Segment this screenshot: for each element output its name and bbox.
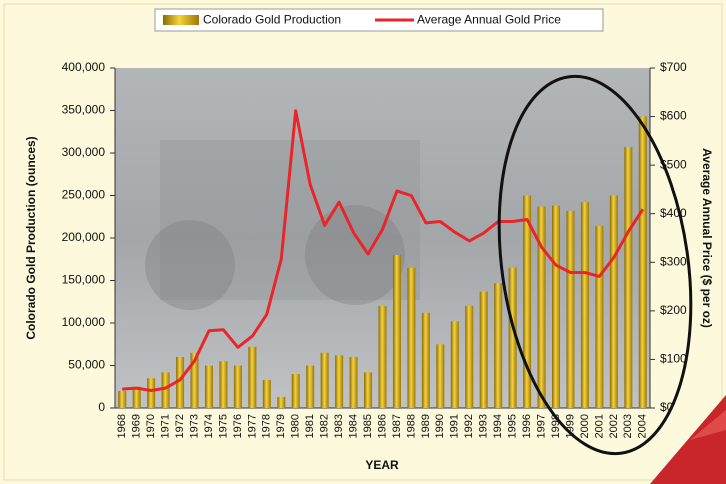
x-tick-label: 1997	[535, 414, 547, 438]
x-tick-label: 1987	[391, 414, 403, 438]
bar	[610, 196, 618, 409]
y2-tick-label: $700	[660, 60, 687, 74]
bar	[639, 116, 647, 408]
y-tick-label: 50,000	[68, 358, 105, 372]
x-tick-label: 1972	[174, 414, 186, 438]
bar	[118, 391, 126, 408]
x-tick-label: 1993	[478, 414, 490, 438]
x-axis-title: YEAR	[365, 458, 399, 472]
bar	[393, 255, 401, 408]
x-tick-label: 1986	[376, 414, 388, 438]
bar	[379, 306, 387, 408]
y2-axis-title: Average Annual Price ($ per oz)	[700, 148, 714, 328]
truck-wheel	[305, 205, 405, 305]
bar	[451, 321, 459, 408]
x-tick-label: 2001	[593, 414, 605, 438]
x-tick-label: 1990	[434, 414, 446, 438]
x-tick-label: 1975	[217, 414, 229, 438]
y2-tick-label: $600	[660, 109, 687, 123]
x-tick-label: 1991	[449, 414, 461, 438]
bar	[436, 344, 444, 408]
legend-swatch	[163, 15, 199, 25]
bar	[350, 357, 358, 408]
bar	[277, 397, 285, 408]
x-tick-label: 1978	[261, 414, 273, 438]
x-tick-label: 1970	[145, 414, 157, 438]
y-tick-label: 150,000	[62, 273, 106, 287]
x-tick-label: 1977	[246, 414, 258, 438]
bar	[335, 355, 343, 408]
bar	[263, 380, 271, 408]
x-tick-label: 1976	[232, 414, 244, 438]
x-tick-label: 2003	[622, 414, 634, 438]
x-tick-label: 1980	[290, 414, 302, 438]
bar	[364, 372, 372, 408]
x-tick-label: 1971	[160, 414, 172, 438]
bar	[624, 147, 632, 408]
bar	[581, 202, 589, 408]
x-tick-label: 1992	[463, 414, 475, 438]
bar	[465, 306, 473, 408]
bar	[480, 292, 488, 408]
bar	[494, 283, 502, 408]
bar	[595, 226, 603, 408]
truck-wheel	[145, 220, 235, 310]
bar	[292, 374, 300, 408]
y-tick-label: 200,000	[62, 230, 106, 244]
bar	[552, 206, 560, 408]
y2-tick-label: $200	[660, 303, 687, 317]
y-tick-label: 250,000	[62, 188, 106, 202]
bar	[147, 378, 155, 408]
bar	[538, 207, 546, 408]
legend-label: Average Annual Gold Price	[417, 13, 561, 27]
y-axis-title: Colorado Gold Production (ounces)	[24, 136, 38, 339]
bar	[248, 347, 256, 408]
body: Colorado Gold Production Average Annual …	[0, 0, 726, 484]
x-tick-label: 1984	[347, 414, 359, 438]
y2-tick-label: $400	[660, 206, 687, 220]
x-tick-label: 1994	[492, 414, 504, 438]
bar	[162, 372, 170, 408]
bar	[407, 268, 415, 408]
x-tick-label: 1983	[333, 414, 345, 438]
x-tick-label: 1969	[131, 414, 143, 438]
y-tick-label: 400,000	[62, 60, 106, 74]
bar	[306, 366, 314, 409]
legend-label: Colorado Gold Production	[203, 13, 341, 27]
bar	[219, 361, 227, 408]
x-tick-label: 1968	[116, 414, 128, 438]
x-tick-label: 1981	[304, 414, 316, 438]
y-tick-label: 0	[98, 400, 105, 414]
y-tick-label: 300,000	[62, 145, 106, 159]
y-tick-label: 100,000	[62, 315, 106, 329]
chart: Colorado Gold Production Average Annual …	[0, 0, 726, 484]
x-tick-label: 1989	[420, 414, 432, 438]
page: {"chart_data": {"type": "bar-line", "x_l…	[0, 0, 726, 484]
x-tick-label: 1985	[362, 414, 374, 438]
bar	[205, 366, 213, 409]
x-tick-label: 2000	[579, 414, 591, 438]
x-tick-label: 1988	[405, 414, 417, 438]
x-tick-label: 1995	[507, 414, 519, 438]
bar	[422, 313, 430, 408]
y2-tick-label: $100	[660, 352, 687, 366]
x-tick-label: 2004	[637, 414, 649, 438]
x-tick-label: 1973	[188, 414, 200, 438]
x-tick-label: 1974	[203, 414, 215, 438]
x-tick-label: 1979	[275, 414, 287, 438]
bar	[566, 211, 574, 408]
y2-tick-label: $300	[660, 254, 687, 268]
x-tick-label: 1982	[319, 414, 331, 438]
x-tick-label: 2002	[608, 414, 620, 438]
bar	[321, 353, 329, 408]
bar	[234, 366, 242, 409]
x-tick-label: 1996	[521, 414, 533, 438]
y-tick-label: 350,000	[62, 103, 106, 117]
